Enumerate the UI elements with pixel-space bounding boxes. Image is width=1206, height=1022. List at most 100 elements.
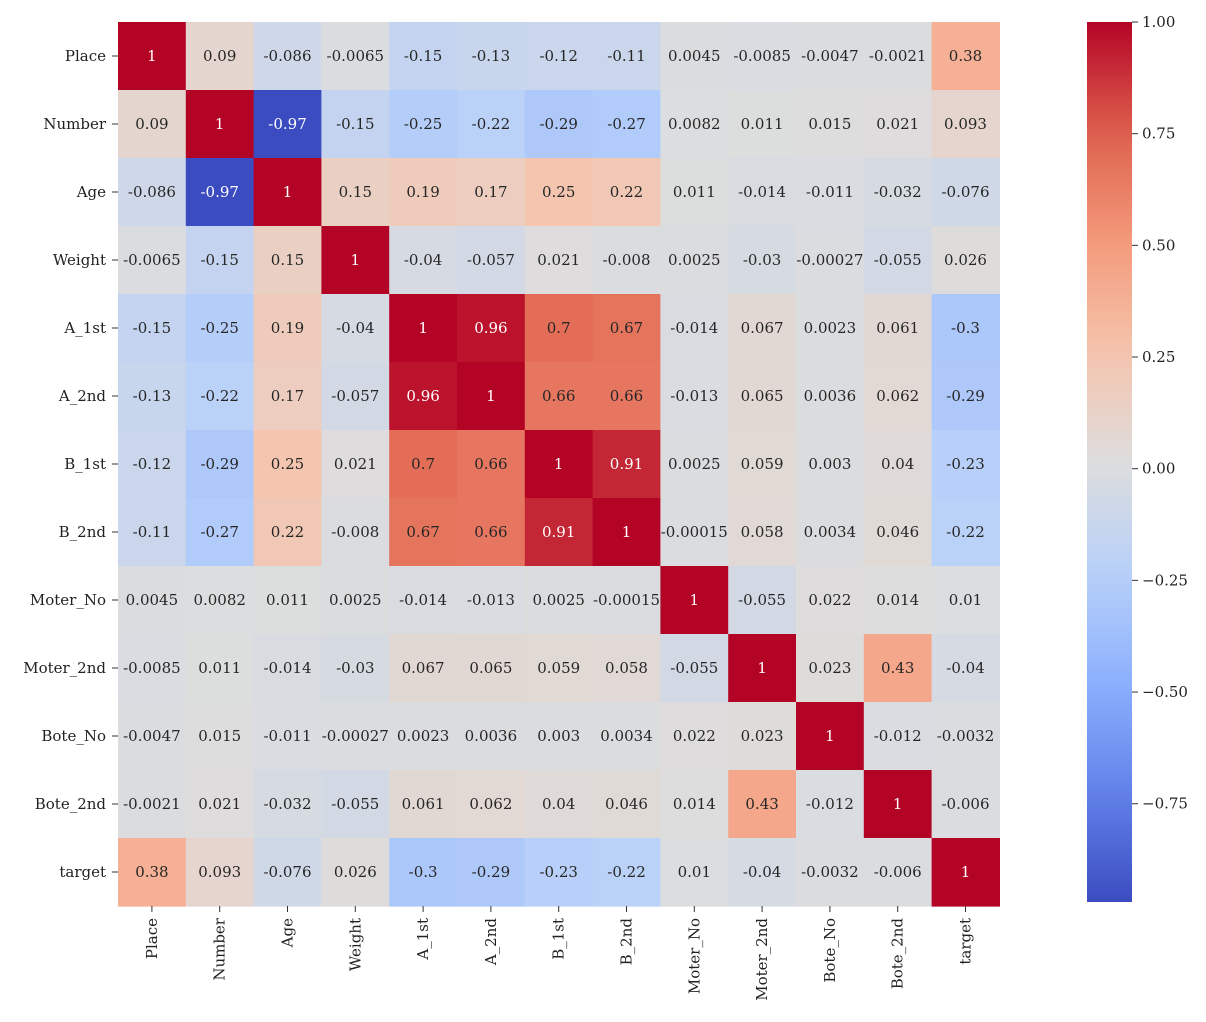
cell-value-label: 0.0036 (465, 727, 518, 745)
heatmap-cell (592, 498, 661, 567)
heatmap-cell (118, 90, 187, 159)
colorbar-tick-label: −0.50 (1142, 683, 1188, 701)
cell-value-label: -0.29 (539, 115, 577, 133)
cell-value-label: -0.057 (467, 251, 515, 269)
heatmap-cell (728, 838, 797, 907)
cell-value-label: -0.11 (133, 523, 171, 541)
heatmap-cell (118, 362, 187, 431)
heatmap-cell (321, 770, 390, 839)
heatmap-cell (660, 226, 729, 295)
heatmap-cell (931, 90, 1000, 159)
heatmap-cell (796, 702, 865, 771)
cell-value-label: 0.023 (808, 659, 851, 677)
cell-value-label: -0.006 (941, 795, 989, 813)
cell-value-label: 0.022 (673, 727, 716, 745)
heatmap-cell (389, 430, 458, 499)
cell-value-label: 0.011 (266, 591, 309, 609)
heatmap-cell (863, 158, 933, 227)
cell-value-label: 0.91 (610, 455, 643, 473)
heatmap-cell (931, 430, 1000, 499)
cell-value-label: 0.43 (881, 659, 914, 677)
heatmap-cell (253, 158, 322, 227)
cell-value-label: 0.0025 (668, 251, 721, 269)
cell-value-label: -0.0047 (801, 47, 859, 65)
heatmap-cell (660, 838, 729, 907)
cell-value-label: -0.22 (607, 863, 645, 881)
heatmap-cell (389, 226, 458, 295)
heatmap-cell (728, 566, 797, 635)
cell-value-label: 0.09 (135, 115, 168, 133)
heatmap-cell (931, 566, 1000, 635)
heatmap-cell (524, 158, 594, 227)
colorbar-tick-label: 0.75 (1142, 125, 1175, 143)
heatmap-cell (660, 362, 729, 431)
heatmap-cell (728, 702, 797, 771)
cell-value-label: 0.66 (610, 387, 643, 405)
colorbar: 1.00 0.75 0.50 0.25 0.00 −0.25 −0.50 −0.75 (1087, 13, 1188, 902)
heatmap-cell (728, 498, 797, 567)
cell-value-label: 0.67 (406, 523, 439, 541)
heatmap-cell (321, 158, 390, 227)
heatmap-cell (253, 770, 322, 839)
heatmap-cell (660, 294, 729, 363)
heatmap-cell (796, 430, 865, 499)
heatmap-cell (524, 498, 594, 567)
cell-value-label: -0.23 (946, 455, 984, 473)
cell-value-label: -0.0085 (733, 47, 791, 65)
row-label: Number (43, 115, 106, 133)
heatmap-cell (728, 90, 797, 159)
heatmap-cell (931, 22, 1000, 91)
cell-value-label: 0.0025 (329, 591, 382, 609)
heatmap-cell (863, 566, 933, 635)
colorbar-tick-label: 0.00 (1142, 460, 1175, 478)
heatmap-cell (796, 90, 865, 159)
cell-value-label: -0.0021 (869, 47, 927, 65)
heatmap-cell (592, 566, 661, 635)
heatmap-cell (931, 838, 1000, 907)
heatmap-cell (796, 158, 865, 227)
cell-value-label: 1 (622, 523, 632, 541)
cell-value-label: -0.15 (404, 47, 442, 65)
heatmap-cell (118, 430, 187, 499)
cell-value-label: 0.66 (474, 455, 507, 473)
heatmap-cell (592, 634, 661, 703)
heatmap-cell (253, 566, 322, 635)
heatmap-cell (592, 90, 661, 159)
heatmap-cell (660, 498, 729, 567)
cell-value-label: 0.015 (808, 115, 851, 133)
cell-value-label: 0.046 (605, 795, 648, 813)
heatmap-cell (863, 362, 933, 431)
heatmap-cell (185, 362, 255, 431)
column-label: Moter_2nd (753, 918, 771, 1001)
heatmap-cell (660, 702, 729, 771)
cell-value-label: -0.0032 (937, 727, 995, 745)
cell-value-label: 0.093 (944, 115, 987, 133)
row-label: B_2nd (59, 523, 107, 541)
cell-value-label: 0.09 (203, 47, 236, 65)
cell-value-label: 1 (147, 47, 157, 65)
row-label: Place (65, 47, 106, 65)
heatmap-cell (457, 90, 526, 159)
colorbar-tick-label: 0.50 (1142, 236, 1175, 254)
cell-value-label: -0.0085 (123, 659, 181, 677)
column-label: Number (211, 917, 229, 980)
heatmap-cell (185, 770, 255, 839)
cell-value-label: -0.29 (472, 863, 510, 881)
heatmap-cell (728, 226, 797, 295)
heatmap-cell (321, 294, 390, 363)
colorbar-tick-label: −0.75 (1142, 795, 1188, 813)
cell-value-label: 0.19 (406, 183, 439, 201)
cell-value-label: -0.014 (670, 319, 718, 337)
cell-value-label: 0.065 (741, 387, 784, 405)
heatmap-cell (321, 22, 390, 91)
heatmap-cell (728, 22, 797, 91)
cell-value-label: 0.7 (411, 455, 435, 473)
heatmap-cell (592, 226, 661, 295)
heatmap-cell (660, 158, 729, 227)
cell-value-label: -0.011 (806, 183, 854, 201)
heatmap-cell (185, 634, 255, 703)
heatmap-cell (457, 566, 526, 635)
cell-value-label: 0.0036 (804, 387, 857, 405)
heatmap-cell (796, 498, 865, 567)
